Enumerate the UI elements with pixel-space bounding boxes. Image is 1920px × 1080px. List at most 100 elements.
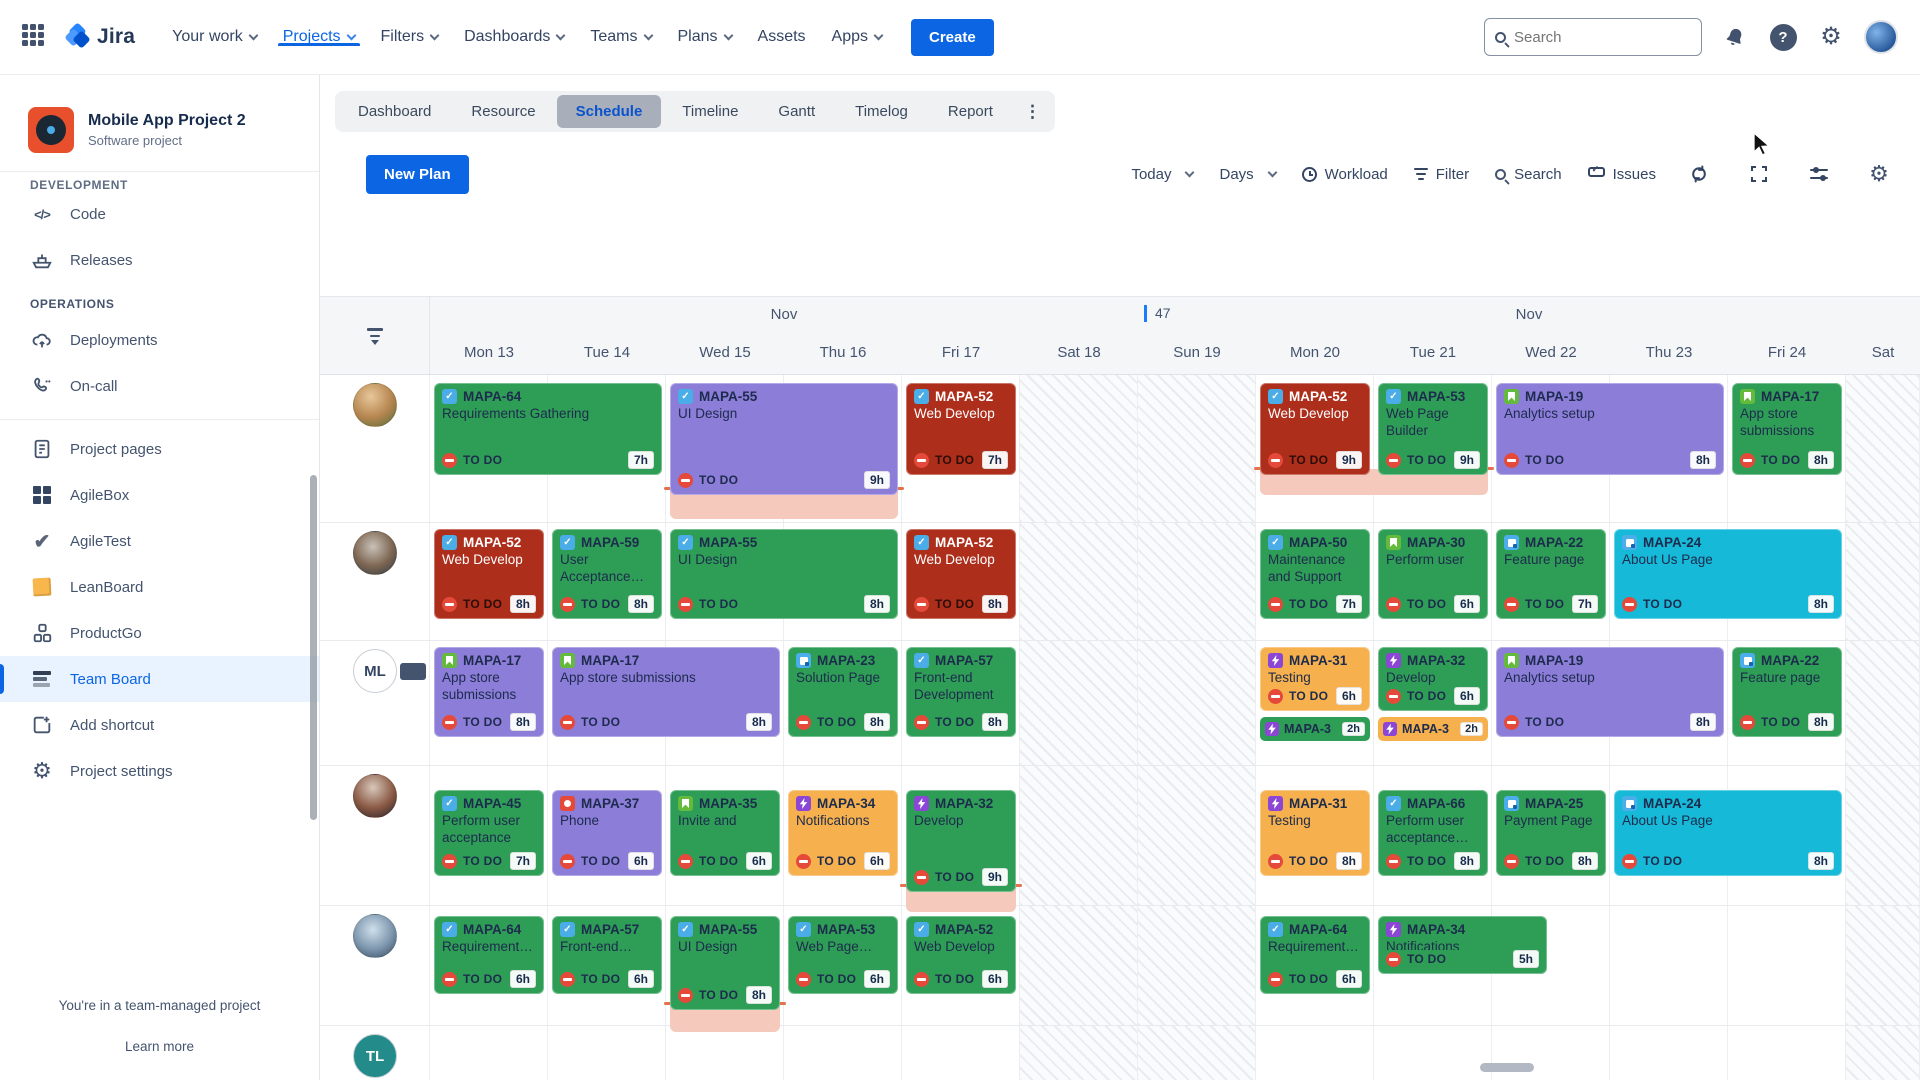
jira-logo[interactable]: Jira [64,22,135,50]
sidebar-item-agiletest[interactable]: ✔ AgileTest [0,518,319,564]
sidebar-scrollbar[interactable] [310,475,317,820]
assignee-avatar[interactable] [353,914,397,958]
task-card[interactable]: MAPA-17 App store submissions TO DO 8h [552,647,780,737]
assignee-avatar[interactable] [353,774,397,818]
tab-resource[interactable]: Resource [471,103,536,120]
task-card[interactable]: MAPA-34 Notifications TO DO 5h [1378,916,1547,974]
task-card[interactable]: MAPA-24 About Us Page TO DO 8h [1614,790,1842,876]
create-button[interactable]: Create [911,18,994,56]
nav-item-your-work[interactable]: Your work [159,28,270,46]
task-card[interactable]: MAPA-50 Maintenance and Support TO DO 7h [1260,529,1370,619]
app-switcher-icon[interactable] [22,24,48,50]
tab-report[interactable]: Report [947,103,993,120]
task-card[interactable]: MAPA-30 Perform user TO DO 6h [1378,529,1488,619]
global-search[interactable] [1484,18,1702,56]
tab-dashboard[interactable]: Dashboard [358,103,432,120]
nav-item-filters[interactable]: Filters [368,28,452,46]
task-card[interactable]: MAPA-53 Web Page Builder TO DO 6h [788,916,898,994]
search-input[interactable] [1514,28,1691,46]
sidebar-item-productgo[interactable]: ProductGo [0,610,319,656]
task-card[interactable]: MAPA-52 Web Develop TO DO 9h [1260,383,1370,475]
board-settings-gear-icon[interactable]: ⚙ [1869,161,1889,186]
task-card[interactable]: MAPA-35 Invite and TO DO 6h [670,790,780,876]
task-card[interactable]: MAPA-32 Develop TO DO 9h [906,790,1016,892]
user-avatar[interactable] [1864,20,1898,54]
tab-timelog[interactable]: Timelog [855,103,908,120]
task-card[interactable]: MAPA-22 Feature page TO DO 8h [1732,647,1842,737]
sidebar-item-deployments[interactable]: Deployments [0,317,319,363]
task-card[interactable]: MAPA-64 Requirements Gathering TO DO 7h [434,383,662,475]
collapsed-item-chip[interactable] [400,663,426,680]
task-card[interactable]: MAPA-19 Analytics setup TO DO 8h [1496,383,1724,475]
assignee-avatar[interactable] [353,383,397,427]
horizontal-scrollbar[interactable] [1480,1063,1534,1072]
task-card[interactable]: MAPA-55 UI Design TO DO 8h [670,916,780,1010]
sidebar-item-add-shortcut[interactable]: Add shortcut [0,702,319,748]
task-card[interactable]: MAPA-52 Web Develop TO DO 6h [906,916,1016,994]
task-card[interactable]: MAPA-55 UI Design TO DO 9h [670,383,898,495]
project-header[interactable]: Mobile App Project 2 Software project [0,99,319,171]
nav-item-projects[interactable]: Projects [270,28,368,46]
task-card[interactable]: MAPA-22 Feature page TO DO 7h [1496,529,1606,619]
notifications-bell-icon[interactable] [1720,22,1750,52]
days-dropdown[interactable]: Days [1219,166,1278,183]
view-settings-sliders-icon[interactable] [1802,157,1836,191]
task-card[interactable]: MAPA-25 Payment Page TO DO 8h [1496,790,1606,876]
sidebar-item-leanboard[interactable]: LeanBoard [0,564,319,610]
nav-item-dashboards[interactable]: Dashboards [451,28,577,46]
help-icon[interactable]: ? [1768,22,1798,52]
task-card[interactable]: MAPA-55 UI Design TO DO 8h [670,529,898,619]
task-card[interactable]: MAPA-32 Develop TO DO 6h [1378,647,1488,711]
today-dropdown[interactable]: Today [1131,166,1195,183]
task-card[interactable]: MAPA-31 Testing TO DO 8h [1260,790,1370,876]
tab-timeline[interactable]: Timeline [682,103,739,120]
sidebar-item-team-board[interactable]: Team Board [0,656,319,702]
task-card[interactable]: MAPA-57 Front-end Development TO DO 6h [552,916,662,994]
tab-schedule[interactable]: Schedule [556,95,662,128]
sidebar-item-project-settings[interactable]: ⚙ Project settings [0,748,319,794]
task-card[interactable]: MAPA-23 Solution Page TO DO 8h [788,647,898,737]
tab-more-icon[interactable]: ⋮ [1023,101,1041,121]
task-card[interactable]: MAPA-64 Requirements Gathering TO DO 6h [434,916,544,994]
learn-more-link[interactable]: Learn more [124,1039,195,1054]
sync-icon[interactable] [1682,157,1716,191]
task-card[interactable]: MAPA-52 Web Develop TO DO 8h [434,529,544,619]
task-card[interactable]: MAPA-37 Phone TO DO 6h [552,790,662,876]
task-card[interactable]: MAPA-17 App store submissions TO DO 8h [1732,383,1842,475]
task-card[interactable]: MAPA-59 User Acceptance Testing TO DO 8h [552,529,662,619]
assignee-avatar[interactable] [353,531,397,575]
sub-task-bar[interactable]: MAPA-3 2h [1378,717,1488,741]
nav-item-assets[interactable]: Assets [745,28,819,46]
task-card[interactable]: MAPA-66 Perform user acceptance testing TO… [1378,790,1488,876]
settings-gear-icon[interactable]: ⚙ [1820,23,1842,50]
sidebar-item-project-pages[interactable]: Project pages [0,426,319,472]
tab-gantt[interactable]: Gantt [778,103,816,120]
assignee-avatar[interactable]: TL [353,1034,397,1078]
task-card[interactable]: MAPA-31 Testing TO DO 6h [1260,647,1370,711]
task-card[interactable]: MAPA-57 Front-end Development TO DO 8h [906,647,1016,737]
task-card[interactable]: MAPA-19 Analytics setup TO DO 8h [1496,647,1724,737]
task-card[interactable]: MAPA-45 Perform user acceptance TO DO 7h [434,790,544,876]
task-card[interactable]: MAPA-17 App store submissions TO DO 8h [434,647,544,737]
filter-sort-icon[interactable] [366,326,383,345]
sidebar-item-releases[interactable]: Releases [0,237,319,283]
task-card[interactable]: MAPA-53 Web Page Builder TO DO 9h [1378,383,1488,475]
board-search-button[interactable]: Search [1495,166,1562,183]
assignee-avatar[interactable]: ML [353,649,397,693]
workload-button[interactable]: Workload [1301,166,1388,183]
task-card[interactable]: MAPA-34 Notifications TO DO 6h [788,790,898,876]
nav-item-apps[interactable]: Apps [819,28,895,46]
issues-button[interactable]: Issues [1587,164,1656,183]
sidebar-item-agilebox[interactable]: AgileBox [0,472,319,518]
task-card[interactable]: MAPA-52 Web Develop TO DO 7h [906,383,1016,475]
task-card[interactable]: MAPA-64 Requirements Gathering TO DO 6h [1260,916,1370,994]
sidebar-item-code[interactable]: </> Code [0,191,319,237]
nav-item-plans[interactable]: Plans [665,28,745,46]
sub-task-bar[interactable]: MAPA-3 2h [1260,717,1370,741]
fullscreen-icon[interactable] [1742,157,1776,191]
filter-button[interactable]: Filter [1413,165,1469,183]
new-plan-button[interactable]: New Plan [366,154,469,194]
sidebar-item-on-call[interactable]: On-call [0,363,319,409]
task-card[interactable]: MAPA-52 Web Develop TO DO 8h [906,529,1016,619]
nav-item-teams[interactable]: Teams [577,28,664,46]
